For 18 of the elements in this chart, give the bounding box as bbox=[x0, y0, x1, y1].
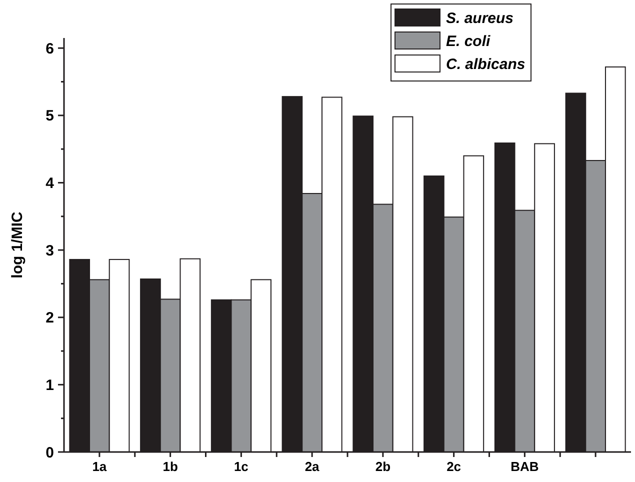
legend-label: S. aureus bbox=[446, 10, 514, 27]
y-tick-label: 2 bbox=[46, 310, 54, 327]
legend-label: C. albicans bbox=[446, 56, 526, 73]
legend-label: E. coli bbox=[446, 33, 492, 50]
x-tick-label: 2a bbox=[304, 459, 320, 474]
x-tick-label: BAB bbox=[510, 459, 539, 474]
x-tick-label: 2b bbox=[375, 459, 391, 474]
x-tick-label: 1a bbox=[92, 459, 108, 474]
y-tick-label: 6 bbox=[46, 40, 54, 58]
y-tick-label: 4 bbox=[46, 174, 55, 192]
y-tick-label: 3 bbox=[46, 242, 54, 260]
x-tick-label: 1c bbox=[234, 459, 248, 474]
y-tick-label: 5 bbox=[46, 108, 54, 125]
y-tick-label: 0 bbox=[46, 444, 54, 462]
y-axis-title: log 1/MIC bbox=[9, 212, 26, 278]
x-tick-label: 1b bbox=[162, 459, 178, 474]
y-tick-label: 1 bbox=[46, 376, 54, 394]
x-tick-label: 2c bbox=[446, 459, 462, 474]
